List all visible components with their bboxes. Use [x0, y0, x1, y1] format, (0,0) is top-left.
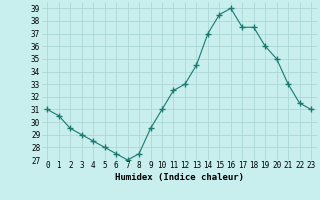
X-axis label: Humidex (Indice chaleur): Humidex (Indice chaleur): [115, 173, 244, 182]
